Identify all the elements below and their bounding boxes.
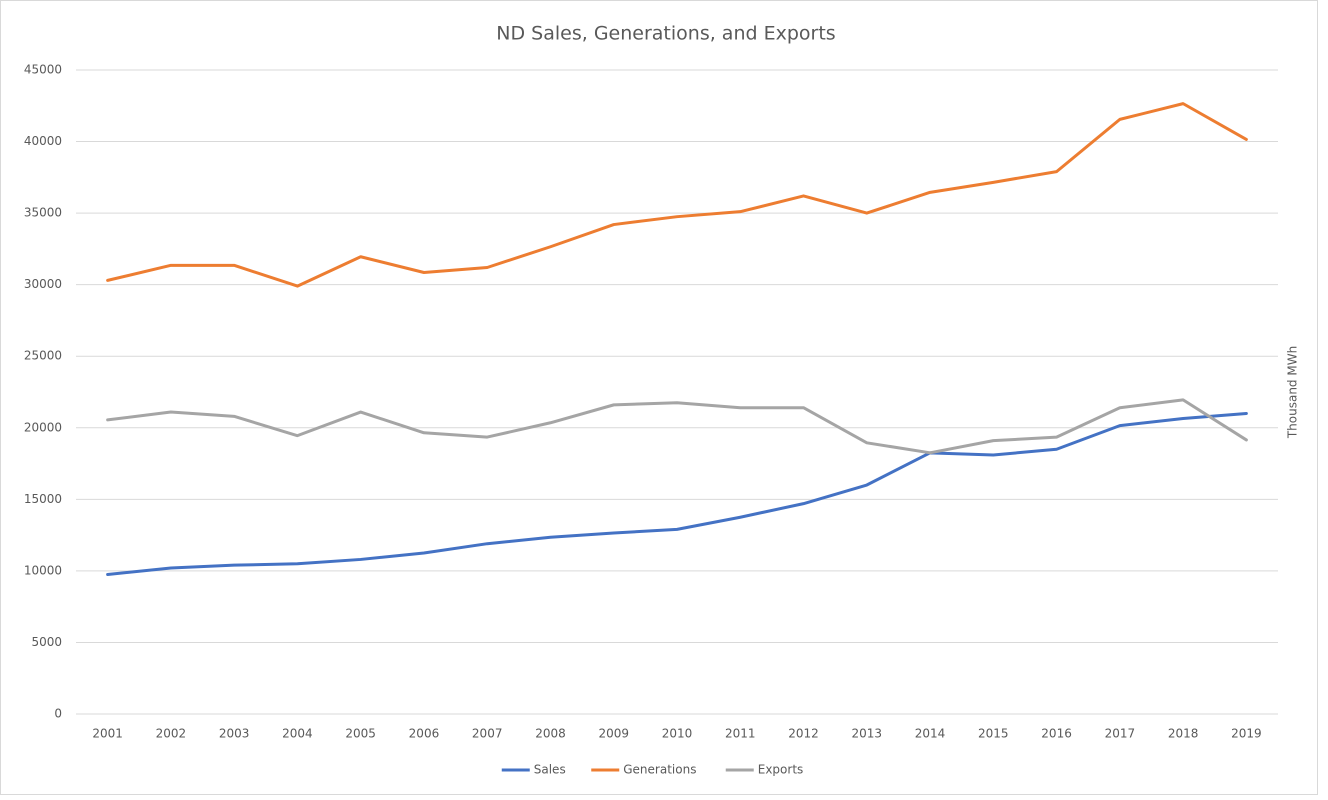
x-tick-label: 2007 — [472, 727, 503, 741]
series-line — [106, 398, 1248, 455]
y-tick-label: 25000 — [24, 349, 62, 363]
x-tick-label: 2013 — [852, 727, 883, 741]
x-tick-label: 2014 — [915, 727, 946, 741]
series-line — [106, 411, 1248, 576]
x-tick-label: 2010 — [662, 727, 693, 741]
x-tick-label: 2004 — [282, 727, 313, 741]
legend-label: Exports — [758, 763, 804, 777]
x-tick-label: 2017 — [1105, 727, 1136, 741]
chart-title: ND Sales, Generations, and Exports — [496, 23, 835, 45]
x-tick-label: 2016 — [1041, 727, 1072, 741]
x-tick-label: 2008 — [535, 727, 566, 741]
x-tick-label: 2011 — [725, 727, 756, 741]
series-line — [106, 102, 1248, 288]
y-tick-label: 30000 — [24, 277, 62, 291]
x-tick-label: 2001 — [92, 727, 123, 741]
y-tick-label: 45000 — [24, 63, 62, 77]
legend-label: Generations — [623, 763, 696, 777]
y-tick-label: 35000 — [24, 206, 62, 220]
x-tick-label: 2009 — [598, 727, 629, 741]
x-tick-label: 2003 — [219, 727, 250, 741]
y-axis-label: Thousand MWh — [1286, 346, 1300, 439]
x-tick-label: 2019 — [1231, 727, 1262, 741]
y-tick-label: 5000 — [31, 635, 62, 649]
x-tick-label: 2018 — [1168, 727, 1199, 741]
x-tick-label: 2005 — [345, 727, 376, 741]
x-tick-label: 2002 — [156, 727, 187, 741]
y-tick-label: 0 — [54, 707, 62, 721]
y-tick-label: 40000 — [24, 134, 62, 148]
y-tick-label: 10000 — [24, 563, 62, 577]
y-tick-label: 20000 — [24, 420, 62, 434]
y-tick-label: 15000 — [24, 492, 62, 506]
x-tick-label: 2015 — [978, 727, 1009, 741]
x-tick-label: 2006 — [409, 727, 440, 741]
legend-label: Sales — [534, 763, 566, 777]
x-tick-label: 2012 — [788, 727, 819, 741]
